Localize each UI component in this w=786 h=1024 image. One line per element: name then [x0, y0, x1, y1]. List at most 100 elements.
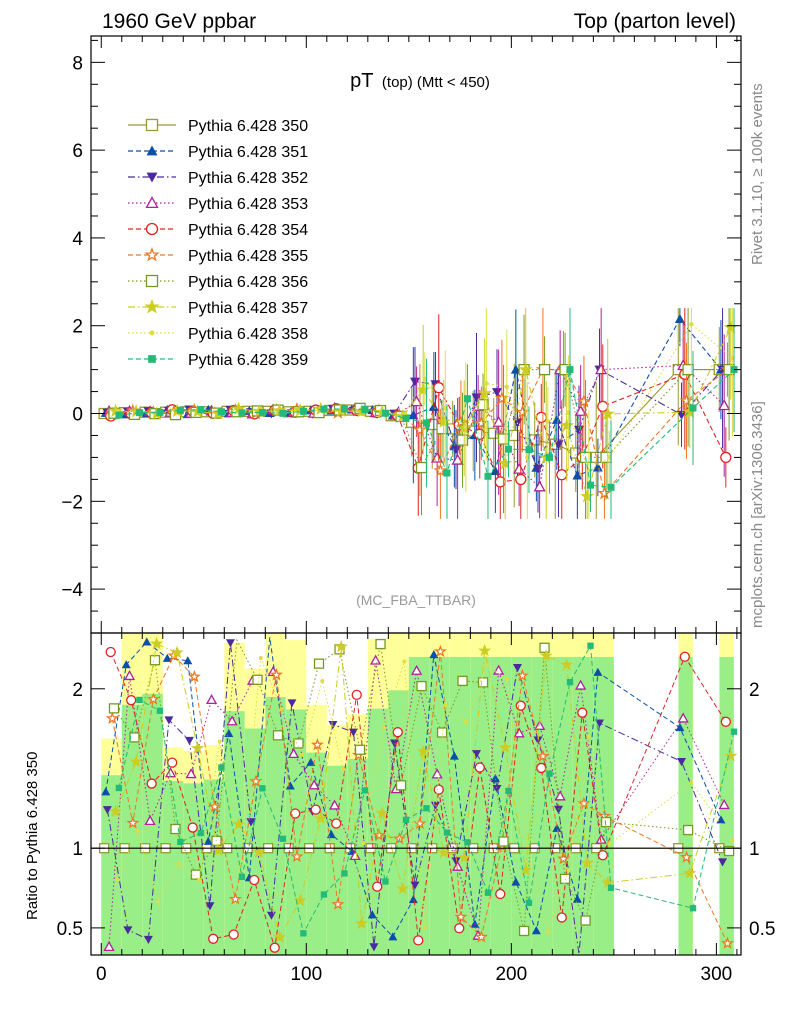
legend-swatch-marker [144, 247, 160, 262]
data-point [415, 461, 428, 474]
ratio-point [511, 877, 521, 886]
ratio-point [566, 678, 574, 686]
ratio-point [190, 869, 202, 880]
ratio-point [228, 929, 239, 940]
ratio-line [111, 651, 728, 944]
data-point [279, 409, 287, 417]
ratio-point [258, 656, 263, 661]
data-point [551, 414, 562, 424]
data-point [597, 400, 609, 413]
ratio-point [392, 727, 403, 738]
ratio-point [351, 689, 362, 701]
ratio-point [149, 655, 161, 666]
ratio-point [121, 660, 131, 669]
ratio-band-green [203, 779, 225, 955]
ratio-point [587, 642, 594, 649]
ratio-point [675, 723, 685, 732]
data-point [533, 480, 546, 492]
legend: Pythia 6.428 350 Pythia 6.428 351 Pythia 6… [128, 118, 308, 369]
ratio-point [143, 935, 153, 945]
data-point [597, 485, 612, 500]
legend-label: Pythia 6.428 356 [188, 274, 308, 291]
data-point [361, 406, 369, 414]
data-point [513, 462, 526, 474]
ratio-point [367, 910, 377, 919]
data-point [580, 488, 595, 503]
ratio-point [718, 798, 730, 810]
ratio-point [349, 849, 361, 861]
plot-frames [90, 35, 742, 956]
ratio-point [457, 675, 468, 687]
ratio-point [334, 639, 348, 653]
ratio-point [232, 817, 246, 830]
data-point [176, 406, 184, 414]
ratio-point [559, 873, 571, 885]
ratio-point [478, 643, 492, 657]
ratio-point [269, 667, 283, 681]
ratio-point [474, 762, 485, 773]
ratio-point [677, 758, 687, 767]
y-tick-label: 4 [72, 229, 83, 250]
ratio-point [554, 805, 564, 814]
ratio-point [443, 829, 451, 836]
ratio-point [546, 770, 553, 777]
ratio-point [126, 695, 137, 706]
ratio-point [191, 741, 205, 754]
ratio-point [273, 930, 287, 943]
data-point [518, 362, 533, 376]
ratio-point [566, 868, 571, 873]
data-point [674, 313, 685, 323]
ratio-band-green [244, 728, 266, 955]
ratio-point [443, 702, 448, 707]
data-point [422, 419, 430, 427]
data-point [510, 364, 521, 374]
ratio-point [225, 639, 235, 648]
ratio-point [410, 881, 420, 890]
data-point [450, 445, 461, 455]
plot-title: pT (top) (Mtt < 450) [350, 70, 490, 92]
ratio-point [436, 727, 448, 738]
ratio-point [593, 667, 603, 676]
data-point [515, 473, 527, 486]
data-point [477, 385, 492, 400]
data-point [490, 465, 501, 475]
side-label-lower: mcplots.cern.ch [arXiv:1306.3436] [749, 401, 766, 628]
ratio-band-green [470, 656, 491, 955]
data-point [676, 410, 687, 420]
y-tick-label: −4 [61, 580, 83, 601]
ratio-point [320, 679, 325, 684]
ratio-point [115, 877, 120, 882]
legend-label: Pythia 6.428 352 [188, 170, 308, 187]
ratio-point [187, 822, 198, 833]
ratio-point [183, 656, 193, 665]
ratio-point [437, 845, 451, 859]
ratio-point [683, 866, 697, 879]
ratio-band-green [306, 752, 327, 955]
ratio-point [252, 674, 263, 685]
ratio-point [372, 828, 386, 841]
data-point [491, 388, 502, 398]
ratio-point [208, 933, 219, 944]
ratio-point [515, 700, 526, 711]
ratio-point [331, 818, 342, 829]
data-point [451, 453, 464, 465]
data-point [422, 376, 428, 382]
y-tick-label: 6 [72, 141, 83, 162]
ratio-band-green [285, 709, 307, 955]
ratio-point [320, 891, 328, 898]
ratio-point [600, 816, 612, 828]
ratio-point [586, 734, 591, 739]
data-point [515, 404, 530, 419]
data-point [559, 418, 574, 432]
ratio-point [224, 728, 234, 738]
ratio-point [375, 806, 389, 819]
ratio-point [577, 707, 588, 718]
ratio-point [580, 856, 594, 869]
ratio-point [164, 716, 174, 725]
data-point [340, 405, 348, 413]
ratio-point [123, 670, 136, 681]
ratio-point [539, 648, 553, 662]
ratio-point [512, 664, 522, 673]
data-point [572, 470, 583, 480]
ratio-point [369, 943, 379, 952]
